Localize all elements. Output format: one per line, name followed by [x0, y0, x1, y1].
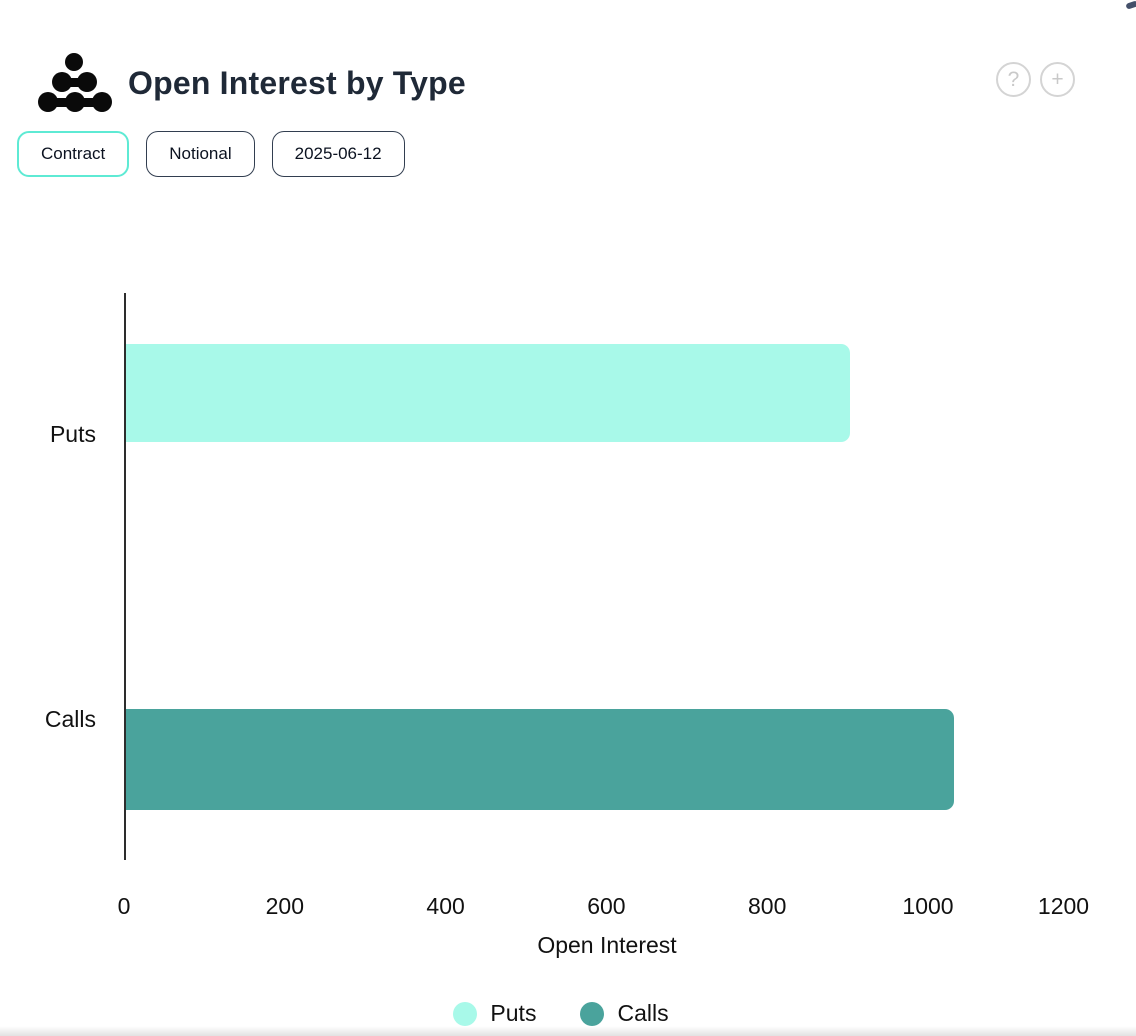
bar-puts[interactable] — [126, 344, 850, 442]
x-tick-label: 0 — [117, 893, 131, 919]
legend-swatch-calls-icon — [580, 1001, 605, 1026]
bottom-fade — [0, 1026, 1136, 1036]
y-axis-line — [124, 293, 126, 860]
legend-item-calls[interactable]: Calls — [580, 1000, 669, 1027]
x-tick-label: 400 — [426, 893, 465, 919]
header-icons: ? + — [996, 62, 1075, 97]
x-tick-label: 1200 — [1037, 893, 1090, 919]
help-icon[interactable]: ? — [996, 62, 1031, 97]
bar-calls[interactable] — [126, 709, 954, 810]
x-tick-label: 600 — [587, 893, 626, 919]
header: Open Interest by Type — [36, 52, 466, 114]
notional-toggle-button[interactable]: Notional — [146, 131, 255, 177]
y-tick-label-puts: Puts — [49, 421, 96, 447]
open-interest-chart: Puts Calls 0 200 400 600 800 1000 1200 Open In… — [0, 260, 1136, 1036]
x-tick-label: 1000 — [902, 893, 954, 919]
dots-pyramid-logo — [38, 53, 112, 112]
y-tick-label-calls: Calls — [44, 706, 96, 732]
legend-swatch-puts-icon — [453, 1001, 478, 1026]
chart-legend: Puts Calls — [0, 1000, 1122, 1027]
x-tick-label: 800 — [748, 893, 787, 919]
x-tick-label: 200 — [265, 893, 304, 919]
legend-label-calls: Calls — [617, 1000, 669, 1026]
page-title: Open Interest by Type — [128, 64, 466, 101]
toolbar: Contract Notional 2025-06-12 — [17, 131, 405, 177]
contract-toggle-button[interactable]: Contract — [17, 131, 130, 177]
x-axis-title: Open Interest — [537, 932, 677, 958]
legend-item-puts[interactable]: Puts — [453, 1000, 536, 1027]
date-picker-button[interactable]: 2025-06-12 — [271, 131, 405, 177]
corner-artifact — [1125, 0, 1136, 10]
add-icon[interactable]: + — [1040, 62, 1075, 97]
legend-label-puts: Puts — [490, 1000, 537, 1026]
